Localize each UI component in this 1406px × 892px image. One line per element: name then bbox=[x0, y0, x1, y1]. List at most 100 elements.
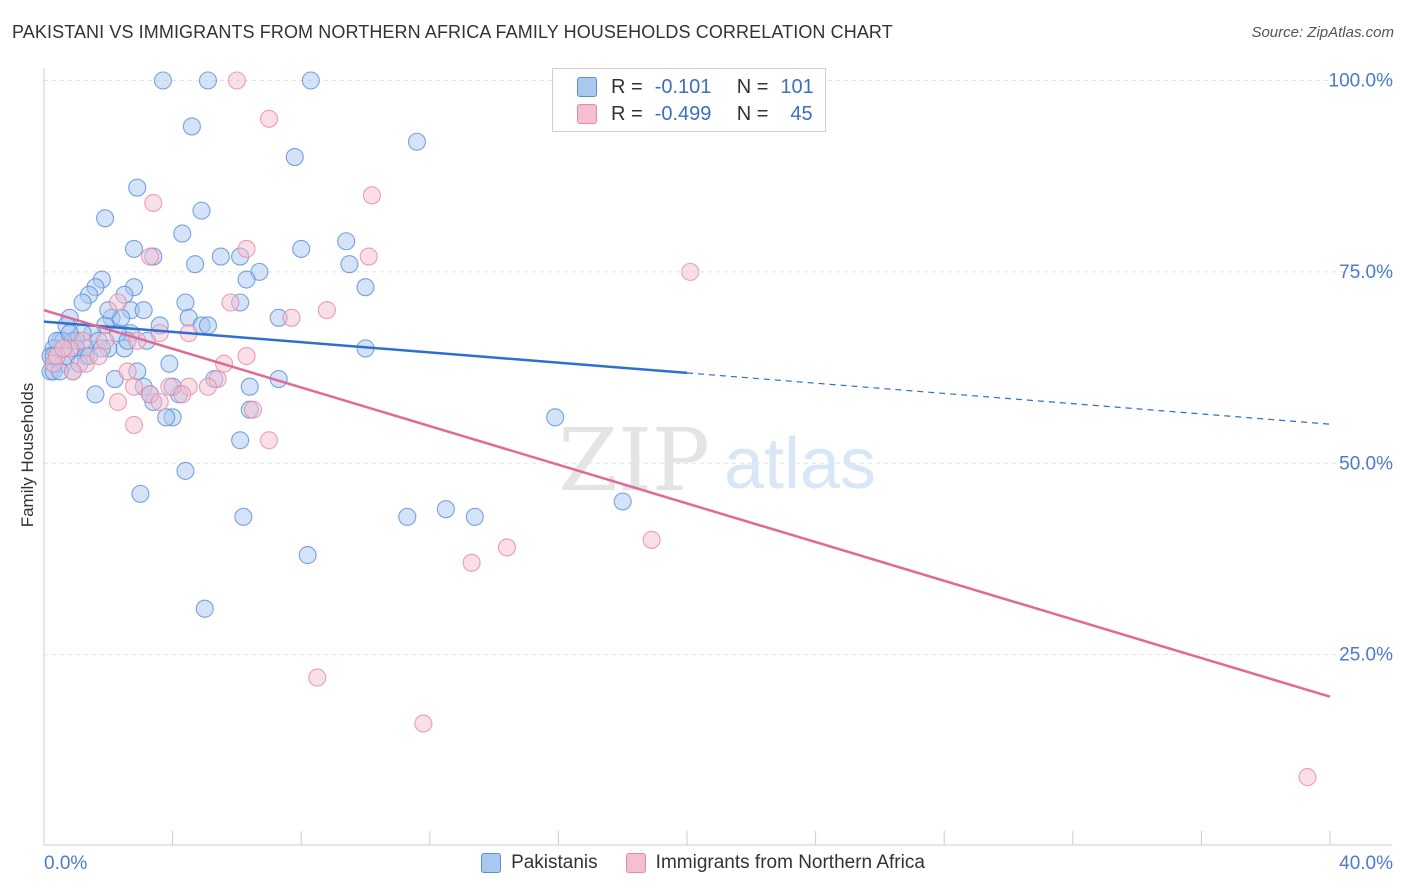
series-legend-label: Immigrants from Northern Africa bbox=[655, 852, 925, 873]
point-pakistani bbox=[231, 431, 250, 450]
point-pakistani bbox=[182, 117, 201, 136]
point-pakistani bbox=[398, 507, 417, 526]
point-pakistani bbox=[134, 301, 153, 320]
source-label: Source: ZipAtlas.com bbox=[1251, 24, 1394, 41]
point-pakistani bbox=[285, 148, 304, 167]
point-pakistani bbox=[337, 232, 356, 251]
point-pakistani bbox=[436, 500, 455, 519]
point-nafrica bbox=[54, 339, 73, 358]
point-pakistani bbox=[157, 408, 176, 427]
legend-n-label: N = bbox=[736, 75, 769, 98]
point-pakistani bbox=[124, 239, 144, 258]
watermark-atlas: atlas bbox=[724, 424, 876, 504]
point-pakistani bbox=[192, 201, 211, 220]
point-nafrica bbox=[414, 714, 433, 733]
point-pakistani bbox=[195, 599, 214, 618]
point-nafrica bbox=[63, 362, 82, 381]
chart-title: PAKISTANI VS IMMIGRANTS FROM NORTHERN AF… bbox=[12, 22, 893, 42]
point-nafrica bbox=[150, 392, 169, 412]
point-nafrica bbox=[282, 308, 301, 327]
point-pakistani bbox=[176, 461, 195, 480]
series-legend-nafrica: Immigrants from Northern Africa bbox=[625, 852, 925, 874]
y-tick-label: 100.0% bbox=[1329, 71, 1394, 92]
y-tick-label: 50.0% bbox=[1339, 453, 1393, 474]
point-pakistani bbox=[211, 247, 230, 266]
point-nafrica bbox=[308, 668, 327, 687]
point-pakistani bbox=[301, 71, 320, 90]
point-nafrica bbox=[237, 347, 256, 366]
point-nafrica bbox=[462, 553, 481, 572]
point-pakistani bbox=[198, 316, 218, 335]
point-nafrica bbox=[141, 247, 160, 266]
series-swatch-nafrica bbox=[625, 853, 646, 873]
axes bbox=[43, 68, 1392, 846]
data-points bbox=[41, 71, 1317, 787]
legend-r-label: R = bbox=[611, 75, 643, 98]
point-pakistani bbox=[298, 546, 317, 565]
point-nafrica bbox=[124, 415, 144, 435]
point-pakistani bbox=[237, 270, 256, 289]
point-pakistani bbox=[186, 255, 205, 274]
point-pakistani bbox=[240, 377, 259, 396]
legend-r-value: -0.499 bbox=[654, 102, 712, 125]
point-pakistani bbox=[340, 255, 359, 274]
point-pakistani bbox=[292, 239, 311, 258]
point-pakistani bbox=[546, 408, 565, 427]
point-pakistani bbox=[128, 178, 147, 197]
watermark: ZIP atlas bbox=[558, 411, 876, 511]
point-nafrica bbox=[1298, 768, 1317, 787]
point-nafrica bbox=[108, 293, 127, 312]
trend-line-nafrica bbox=[43, 308, 1331, 698]
point-nafrica bbox=[642, 530, 661, 549]
point-nafrica bbox=[221, 293, 240, 312]
point-nafrica bbox=[317, 301, 336, 320]
point-nafrica bbox=[497, 538, 517, 557]
x-tick-label: 40.0% bbox=[1339, 853, 1393, 874]
point-pakistani bbox=[407, 132, 426, 151]
point-nafrica bbox=[124, 377, 144, 396]
point-nafrica bbox=[243, 400, 263, 419]
watermark-zip: ZIP bbox=[558, 411, 710, 511]
x-tick-label: 0.0% bbox=[44, 853, 87, 874]
point-nafrica bbox=[89, 347, 108, 366]
point-pakistani bbox=[153, 71, 173, 90]
point-nafrica bbox=[227, 71, 246, 90]
legend-r-label: R = bbox=[611, 102, 643, 125]
point-pakistani bbox=[96, 209, 115, 228]
point-pakistani bbox=[234, 507, 253, 526]
trend-lines bbox=[43, 308, 1331, 698]
series-legend: Pakistanis Immigrants from Northern Afri… bbox=[0, 852, 1406, 874]
legend-r-value: -0.101 bbox=[654, 75, 712, 98]
point-pakistani bbox=[86, 385, 105, 404]
gridlines bbox=[44, 80, 1392, 656]
point-nafrica bbox=[108, 392, 127, 412]
legend-n-value: 101 bbox=[780, 75, 814, 98]
series-swatch-pakistanis bbox=[481, 853, 502, 873]
tick-labels: 25.0% 50.0% 75.0% 100.0% 0.0% 40.0% bbox=[44, 71, 1393, 875]
trend-line-pakistanis bbox=[43, 320, 688, 375]
point-pakistani bbox=[613, 492, 632, 511]
point-pakistani bbox=[73, 293, 92, 312]
point-nafrica bbox=[96, 331, 115, 350]
point-pakistani bbox=[131, 484, 150, 503]
point-nafrica bbox=[362, 186, 381, 205]
correlation-legend: R = -0.101 N = 101 R = -0.499 N = 45 bbox=[552, 68, 826, 132]
point-nafrica bbox=[237, 239, 256, 258]
y-tick-label: 75.0% bbox=[1339, 262, 1393, 283]
point-nafrica bbox=[359, 247, 378, 266]
point-nafrica bbox=[173, 385, 192, 404]
point-nafrica bbox=[150, 324, 169, 343]
legend-swatch-pakistanis bbox=[577, 77, 597, 97]
point-pakistani bbox=[356, 278, 375, 297]
legend-swatch-nafrica bbox=[577, 104, 597, 124]
legend-row-pakistanis: R = -0.101 N = 101 bbox=[577, 74, 814, 100]
point-pakistani bbox=[173, 224, 192, 243]
point-nafrica bbox=[144, 193, 163, 213]
point-pakistani bbox=[465, 507, 484, 526]
series-legend-pakistanis: Pakistanis bbox=[481, 852, 598, 874]
point-pakistani bbox=[160, 354, 179, 373]
point-nafrica bbox=[259, 431, 279, 450]
series-legend-label: Pakistanis bbox=[511, 852, 598, 873]
point-nafrica bbox=[198, 377, 218, 396]
